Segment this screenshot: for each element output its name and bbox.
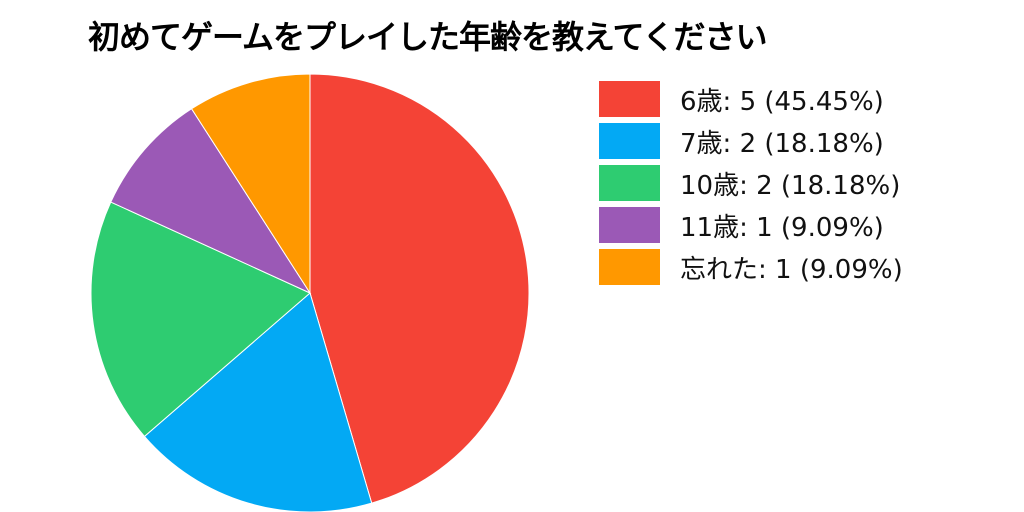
pie-slice-11歳	[110, 108, 312, 295]
pie-slice-忘れた	[190, 73, 311, 295]
legend-item: 10歳: 2 (18.18%)	[599, 162, 903, 204]
pie-slice-7歳	[143, 292, 373, 512]
pie-slice-10歳	[90, 201, 311, 438]
legend-swatch	[599, 249, 660, 285]
pie-slice-6歳	[309, 73, 530, 504]
legend-label: 6歳: 5 (45.45%)	[680, 86, 884, 117]
legend-swatch	[599, 81, 660, 117]
legend-swatch	[599, 123, 660, 159]
legend-swatch	[599, 207, 660, 243]
legend-label: 忘れた: 1 (9.09%)	[680, 254, 903, 285]
legend-swatch	[599, 165, 660, 201]
chart-title: 初めてゲームをプレイした年齢を教えてください	[88, 18, 767, 56]
legend-item: 7歳: 2 (18.18%)	[599, 120, 903, 162]
legend-item: 忘れた: 1 (9.09%)	[599, 246, 903, 288]
legend-item: 11歳: 1 (9.09%)	[599, 204, 903, 246]
legend-label: 7歳: 2 (18.18%)	[680, 128, 884, 159]
legend-label: 11歳: 1 (9.09%)	[680, 212, 884, 243]
legend-label: 10歳: 2 (18.18%)	[680, 170, 901, 201]
legend-item: 6歳: 5 (45.45%)	[599, 78, 903, 120]
legend: 6歳: 5 (45.45%) 7歳: 2 (18.18%) 10歳: 2 (18…	[599, 78, 903, 288]
